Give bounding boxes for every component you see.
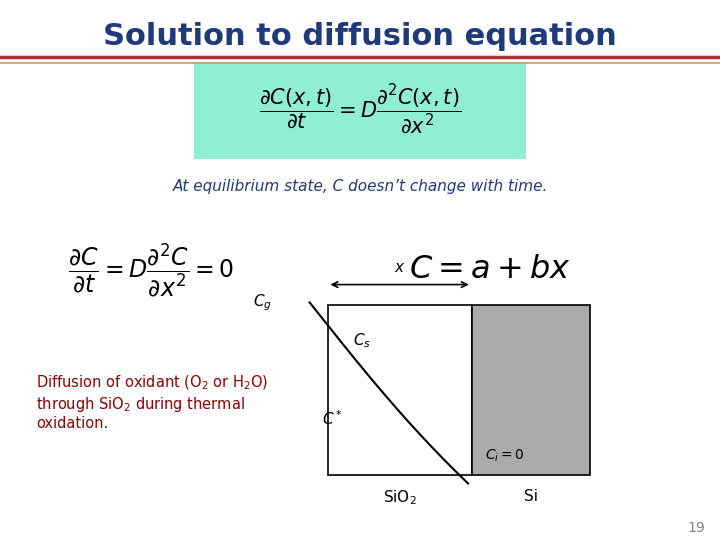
Text: $C = a + bx$: $C = a + bx$ (408, 254, 571, 286)
Text: At equilibrium state, C doesn’t change with time.: At equilibrium state, C doesn’t change w… (172, 179, 548, 194)
Text: 19: 19 (688, 521, 706, 535)
Text: $x$: $x$ (394, 260, 405, 275)
Text: $C_i=0$: $C_i=0$ (485, 448, 524, 464)
Text: $\dfrac{\partial C}{\partial t} = D\dfrac{\partial^2 C}{\partial x^2} = 0$: $\dfrac{\partial C}{\partial t} = D\dfra… (68, 241, 235, 299)
Text: $C^*$: $C^*$ (322, 409, 343, 428)
Bar (472, 305, 590, 475)
Text: SiO$_2$: SiO$_2$ (383, 489, 416, 508)
Bar (328, 305, 472, 475)
Text: $C_g$: $C_g$ (253, 292, 272, 313)
Text: $C_s$: $C_s$ (353, 331, 371, 349)
Text: Si: Si (524, 489, 538, 504)
Text: $\dfrac{\partial C(x,t)}{\partial t} = D\dfrac{\partial^2 C(x,t)}{\partial x^2}$: $\dfrac{\partial C(x,t)}{\partial t} = D… (259, 83, 461, 137)
Text: Solution to diffusion equation: Solution to diffusion equation (103, 22, 617, 51)
FancyBboxPatch shape (194, 62, 526, 159)
Text: Diffusion of oxidant (O$_2$ or H$_2$O)
through SiO$_2$ during thermal
oxidation.: Diffusion of oxidant (O$_2$ or H$_2$O) t… (36, 374, 269, 431)
